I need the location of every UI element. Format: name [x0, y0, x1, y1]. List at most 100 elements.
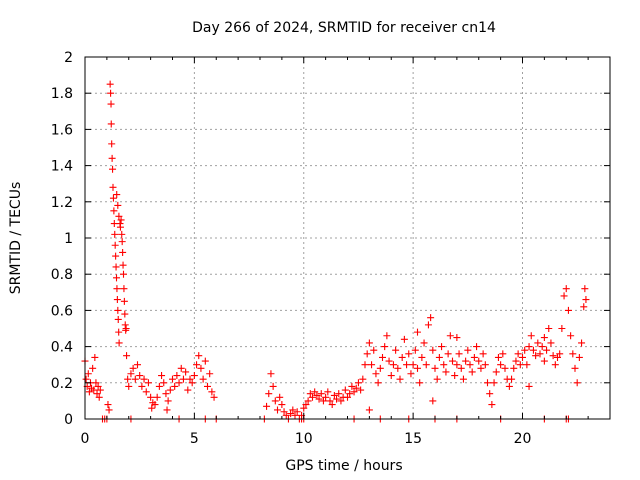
data-point	[204, 382, 211, 390]
data-point	[109, 183, 117, 191]
data-point	[91, 353, 99, 361]
data-point	[113, 285, 121, 293]
data-point	[350, 388, 358, 396]
x-tick-label: 5	[190, 431, 199, 447]
x-tick-label: 20	[514, 431, 532, 447]
data-point	[558, 325, 566, 332]
data-point	[142, 388, 150, 396]
data-point	[113, 296, 121, 304]
data-point	[389, 361, 397, 369]
data-point	[573, 379, 581, 387]
data-point	[521, 346, 529, 354]
data-point	[414, 364, 421, 372]
data-point	[427, 314, 435, 322]
data-point	[123, 352, 131, 360]
data-point	[405, 350, 413, 358]
data-point	[322, 393, 330, 401]
data-point	[106, 80, 114, 88]
data-point	[516, 361, 524, 369]
data-point	[313, 391, 321, 399]
data-point	[317, 390, 325, 398]
data-point	[93, 390, 101, 398]
data-point	[538, 343, 546, 351]
data-point	[319, 397, 327, 405]
data-point	[82, 375, 90, 383]
y-tick-label: 1.6	[51, 122, 73, 138]
data-point	[403, 361, 411, 369]
data-point	[131, 375, 139, 383]
data-point	[468, 368, 476, 376]
data-point	[210, 393, 218, 401]
data-point	[359, 375, 367, 383]
data-point	[274, 406, 281, 414]
data-point	[94, 382, 102, 390]
data-point	[462, 357, 470, 365]
chart-title: Day 266 of 2024, SRMTID for receiver cn1…	[192, 20, 496, 36]
data-point	[309, 393, 316, 401]
data-point	[280, 408, 288, 416]
data-point	[148, 404, 156, 412]
y-tick-labels: 0 0.2 0.4 0.6 0.8 1 1.2 1.4 1.6 1.8 2	[51, 50, 73, 428]
data-point	[177, 364, 185, 372]
data-point	[124, 375, 132, 383]
data-point	[457, 364, 465, 372]
data-point	[534, 339, 542, 347]
data-point	[477, 364, 485, 372]
data-point	[543, 346, 551, 354]
data-point	[562, 285, 570, 293]
data-point	[127, 370, 135, 378]
data-point	[580, 303, 588, 311]
x-tick-label: 10	[295, 431, 313, 447]
data-point	[466, 361, 474, 369]
data-point	[188, 379, 196, 387]
data-point	[163, 406, 171, 414]
data-point	[455, 350, 463, 358]
data-point	[116, 223, 124, 231]
data-point	[125, 382, 133, 390]
data-point	[335, 390, 343, 398]
data-point	[113, 274, 120, 282]
data-point	[186, 375, 194, 383]
data-point	[271, 397, 279, 405]
data-point	[398, 353, 406, 361]
data-point	[199, 375, 207, 383]
data-point	[527, 332, 535, 340]
data-point	[120, 270, 127, 278]
data-point	[551, 361, 559, 369]
data-point	[129, 364, 137, 372]
data-point	[400, 335, 408, 343]
data-point	[153, 393, 161, 401]
data-point	[431, 364, 439, 372]
data-point	[282, 411, 290, 419]
data-point	[536, 350, 544, 358]
data-point	[379, 353, 386, 361]
data-point	[529, 346, 537, 354]
data-point	[571, 364, 579, 372]
data-point	[385, 357, 393, 365]
data-point	[567, 332, 575, 340]
data-point	[438, 343, 446, 351]
data-point	[433, 375, 441, 383]
data-point	[578, 339, 586, 347]
data-point	[90, 386, 98, 394]
data-point	[95, 393, 103, 401]
data-point	[352, 384, 360, 392]
data-point	[267, 370, 275, 378]
data-point	[545, 325, 553, 332]
data-point	[263, 402, 271, 410]
data-point	[144, 379, 152, 387]
data-point	[195, 352, 203, 360]
data-point	[171, 382, 179, 390]
data-point	[136, 372, 144, 380]
data-point	[473, 343, 481, 351]
data-point	[162, 390, 170, 398]
data-point	[269, 382, 277, 390]
data-point	[361, 361, 369, 369]
y-tick-label: 1.8	[51, 86, 73, 102]
data-point	[173, 372, 181, 380]
data-point	[151, 401, 159, 409]
data-point	[182, 368, 190, 376]
data-point	[446, 332, 454, 340]
data-point	[416, 379, 424, 387]
